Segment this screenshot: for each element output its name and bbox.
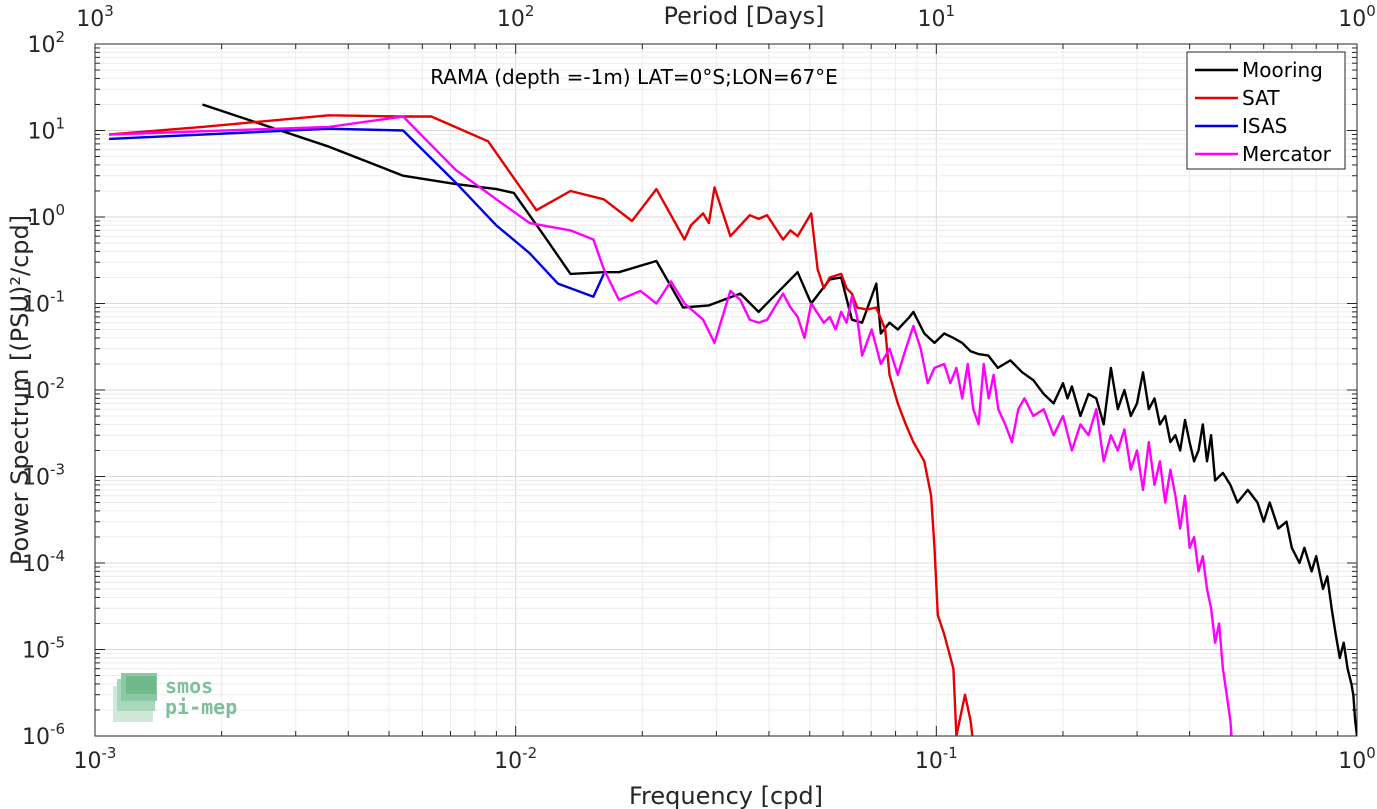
smos-pi-mep-logo: smos pi-mep <box>113 673 237 722</box>
x-top-tick-label-exp: 3 <box>104 2 114 20</box>
y-tick-label-base: 10 <box>22 466 50 491</box>
y-tick-label: 10-5 <box>22 634 65 664</box>
x-tick-label: 10-3 <box>74 744 117 774</box>
chart-annotation: RAMA (depth =-1m) LAT=0°S;LON=67°E <box>430 65 838 89</box>
y-tick-label: 10-2 <box>22 374 65 404</box>
x-top-tick-label-exp: 2 <box>525 2 535 20</box>
x-tick-label-base: 10 <box>915 749 943 774</box>
logo-mark-icon <box>113 673 157 722</box>
y-tick-label-exp: 0 <box>55 201 65 219</box>
y-tick-label-base: 10 <box>22 552 50 577</box>
x-top-tick-label: 101 <box>918 2 956 32</box>
y-tick-label: 10-6 <box>22 720 65 750</box>
y-tick-label-exp: -3 <box>50 461 65 479</box>
y-tick-label: 100 <box>27 201 65 231</box>
legend-label-isas: ISAS <box>1242 114 1287 138</box>
x-tick-label-exp: 0 <box>1366 744 1376 762</box>
x-top-tick-label-base: 10 <box>497 7 525 32</box>
x-tick-label-exp: -2 <box>522 744 537 762</box>
x-top-tick-label-exp: 1 <box>946 2 956 20</box>
series-line-sat <box>109 114 974 736</box>
y-tick-label-exp: 2 <box>55 28 65 46</box>
y-tick-label-base: 10 <box>27 206 55 231</box>
logo-line-1: smos <box>165 674 213 698</box>
x-top-tick-label: 100 <box>1338 2 1376 32</box>
x-tick-label: 10-2 <box>494 744 537 774</box>
x-top-tick-label-base: 10 <box>76 7 104 32</box>
series-line-mercator <box>109 115 1233 736</box>
x-top-tick-label-base: 10 <box>918 7 946 32</box>
y-axis-title: Power Spectrum [(PSU)²/cpd] <box>6 215 34 565</box>
y-tick-label-exp: -5 <box>50 634 65 652</box>
legend-label-sat: SAT <box>1242 86 1280 110</box>
x-top-tick-label: 103 <box>76 2 114 32</box>
x-tick-label-exp: -1 <box>943 744 958 762</box>
y-tick-label-exp: -2 <box>50 374 65 392</box>
x-top-axis-title: Period [Days] <box>663 2 824 30</box>
x-tick-label-base: 10 <box>1338 749 1366 774</box>
y-tick-label-exp: 1 <box>55 115 65 133</box>
x-top-tick-labels: 103 102 101 100 <box>76 2 1376 32</box>
legend-label-mooring: Mooring <box>1242 58 1323 82</box>
y-tick-label-exp: -6 <box>50 720 65 738</box>
series-line-mooring <box>202 103 1357 736</box>
y-tick-label-exp: -4 <box>50 547 65 565</box>
x-tick-label: 100 <box>1338 744 1376 774</box>
logo-line-2: pi-mep <box>165 695 237 719</box>
y-tick-label: 101 <box>27 115 65 145</box>
x-tick-label-exp: -3 <box>102 744 117 762</box>
y-tick-label-base: 10 <box>22 379 50 404</box>
y-tick-label: 10-4 <box>22 547 65 577</box>
series-line-isas <box>109 127 605 298</box>
x-tick-label: 10-1 <box>915 744 958 774</box>
axis-ticks <box>94 44 1357 737</box>
y-tick-label: 10-3 <box>22 461 65 491</box>
legend: Mooring SAT ISAS Mercator <box>1186 51 1346 170</box>
legend-label-mercator: Mercator <box>1242 142 1332 166</box>
x-tick-labels: 10-3 10-2 10-1 100 <box>74 744 1376 774</box>
y-tick-label-base: 10 <box>27 120 55 145</box>
x-top-tick-label: 102 <box>497 2 535 32</box>
x-top-tick-label-base: 10 <box>1338 7 1366 32</box>
legend-box <box>1186 51 1346 170</box>
y-tick-label-base: 10 <box>22 639 50 664</box>
x-tick-label-base: 10 <box>494 749 522 774</box>
x-top-tick-label-exp: 0 <box>1366 2 1376 20</box>
y-tick-label-exp: -1 <box>50 288 65 306</box>
y-tick-label-base: 10 <box>22 725 50 750</box>
x-tick-label-base: 10 <box>74 749 102 774</box>
y-tick-label: 102 <box>27 28 65 58</box>
y-tick-label-base: 10 <box>27 33 55 58</box>
series-lines <box>109 103 1357 736</box>
y-tick-label: 10-1 <box>22 288 65 318</box>
y-tick-label-base: 10 <box>22 293 50 318</box>
x-axis-title: Frequency [cpd] <box>629 782 823 809</box>
